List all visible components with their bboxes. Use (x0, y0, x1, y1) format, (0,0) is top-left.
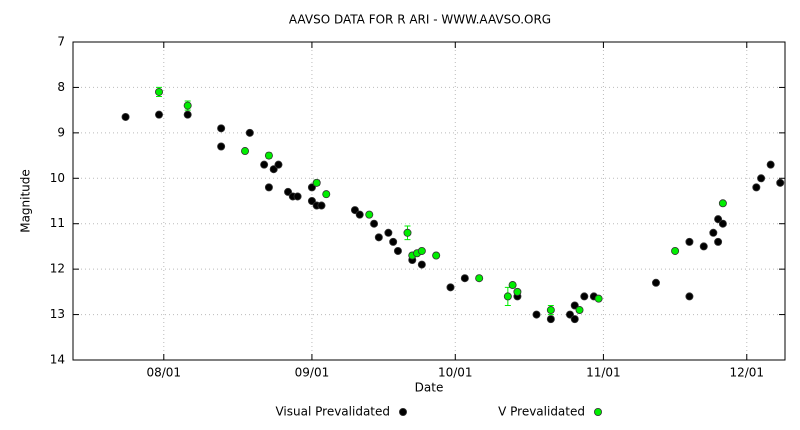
point (355, 210, 364, 219)
x-tick-label: 12/01 (729, 366, 764, 380)
point (651, 278, 660, 287)
point (217, 142, 226, 151)
point (393, 246, 402, 255)
point (546, 306, 555, 315)
point (121, 112, 130, 121)
point (594, 294, 603, 303)
point (264, 151, 273, 160)
point (365, 210, 374, 219)
y-tick-label: 9 (57, 125, 65, 139)
point (546, 315, 555, 324)
point (241, 147, 250, 156)
point (532, 310, 541, 319)
point (432, 251, 441, 260)
x-tick-label: 10/01 (438, 366, 473, 380)
point (403, 228, 412, 237)
legend-marker (398, 407, 407, 416)
point (293, 192, 302, 201)
point (307, 196, 316, 205)
point (699, 242, 708, 251)
point (417, 260, 426, 269)
point (264, 183, 273, 192)
point (513, 287, 522, 296)
point (685, 292, 694, 301)
point (183, 110, 192, 119)
plot-frame (72, 41, 786, 361)
legend-marker (594, 407, 603, 416)
point (274, 160, 283, 169)
point (317, 201, 326, 210)
y-tick-label: 14 (50, 353, 65, 367)
point (322, 190, 331, 199)
point (460, 274, 469, 283)
y-tick-label: 12 (50, 262, 65, 276)
point (350, 206, 359, 215)
point (718, 219, 727, 228)
point (570, 315, 579, 324)
point (757, 174, 766, 183)
point (260, 160, 269, 169)
legend-label: Visual Prevalidated (275, 405, 390, 419)
point (384, 228, 393, 237)
y-tick-label: 7 (57, 35, 65, 49)
point (776, 178, 785, 187)
y-tick-label: 10 (50, 171, 65, 185)
x-tick-label: 11/01 (586, 366, 621, 380)
point (475, 274, 484, 283)
point (269, 165, 278, 174)
point (714, 237, 723, 246)
point (370, 219, 379, 228)
chart-title: AAVSO DATA FOR R ARI - WWW.AAVSO.ORG (289, 13, 551, 27)
legend-label: V Prevalidated (498, 405, 585, 419)
point (417, 246, 426, 255)
point (565, 310, 574, 319)
point (312, 178, 321, 187)
point (155, 87, 164, 96)
y-axis-label: Magnitude (19, 169, 33, 233)
x-tick-label: 08/01 (146, 366, 181, 380)
point (714, 215, 723, 224)
point (752, 183, 761, 192)
y-tick-label: 11 (50, 216, 65, 230)
point (508, 281, 517, 290)
x-axis-label: Date (415, 381, 444, 395)
x-tick-label: 09/01 (295, 366, 330, 380)
point (580, 292, 589, 301)
point (284, 187, 293, 196)
point (671, 246, 680, 255)
point (374, 233, 383, 242)
point (183, 101, 192, 110)
point (685, 237, 694, 246)
point (709, 228, 718, 237)
point (155, 110, 164, 119)
point (217, 124, 226, 133)
point (389, 237, 398, 246)
point (718, 199, 727, 208)
point (766, 160, 775, 169)
point (503, 292, 512, 301)
point (575, 306, 584, 315)
y-tick-label: 8 (57, 80, 65, 94)
point (245, 128, 254, 137)
point (446, 283, 455, 292)
y-tick-label: 13 (50, 307, 65, 321)
